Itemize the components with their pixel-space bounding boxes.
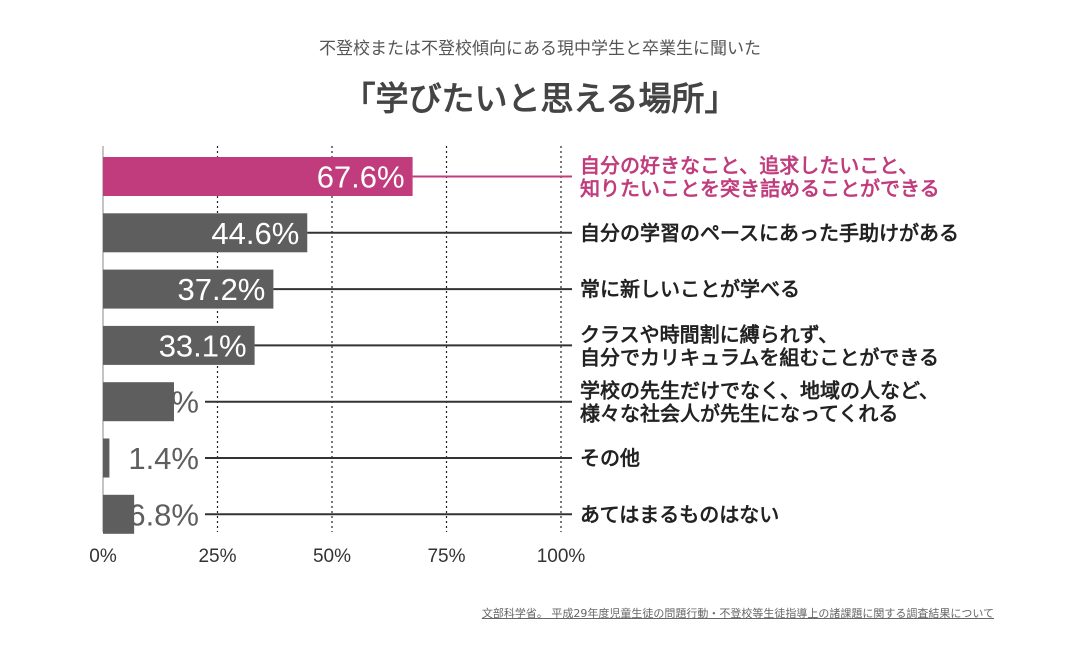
category-label: クラスや時間割に縛られず、自分でカリキュラムを組むことができる [580,322,939,369]
bar-value-label: 37.2% [177,272,265,307]
bar-value-label: 6.8% [128,497,199,532]
bar [103,325,255,365]
bar-value-label: 44.6% [211,216,299,251]
category-label-line: 常に新しいことが学べる [580,277,800,301]
bar [103,213,308,253]
tick-label: 50% [313,546,351,567]
bar-value-label: 15.5% [111,385,199,420]
category-label: 自分の学習のペースにあった手助けがある [580,221,959,245]
category-label-line: 知りたいことを突き詰めることができる [580,177,940,201]
bar-value-label: 67.6% [317,160,405,195]
bar-chart: 0% 25% 50% 75% 100% 67.6% 自分の好きなこと、追求したいこと、知りた… [89,146,959,567]
tick-label: 0% [89,546,117,567]
category-label-line: 自分の学習のペースにあった手助けがある [580,221,959,245]
category-label: その他 [580,446,640,470]
category-label: 自分の好きなこと、追求したいこと、知りたいことを突き詰めることができる [580,154,940,201]
tick-label: 75% [427,546,465,567]
tick-label: 100% [537,546,586,567]
bar [103,157,413,196]
category-label-line: 自分の好きなこと、追求したいこと、 [580,154,918,178]
bar-value-label: 33.1% [159,328,247,363]
category-label-line: 自分でカリキュラムを組むことができる [580,345,939,369]
bar [103,438,110,478]
bar-value-label: 1.4% [128,441,199,476]
tick-label: 25% [198,546,236,567]
bar [103,382,174,422]
category-label-line: 様々な社会人が先生になってくれる [580,402,898,426]
source-note[interactable]: 文部科学省。 平成29年度児童生徒の問題行動・不登校等生徒指導上の諸課題に関する… [481,607,994,620]
category-label: あてはまるものはない [580,502,779,526]
category-label: 常に新しいことが学べる [580,277,800,301]
category-label-line: その他 [580,446,640,470]
chart-subtitle: 不登校または不登校傾向にある現中学生と卒業生に聞いた [319,39,761,59]
category-label-line: 学校の先生だけでなく、地域の人など、 [580,379,939,403]
chart-title: 「学びたいと思える場所」 [342,79,738,118]
category-label-line: あてはまるものはない [580,502,779,526]
bar [103,494,135,534]
bar [103,269,274,309]
category-label-line: クラスや時間割に縛られず、 [580,322,838,346]
category-label: 学校の先生だけでなく、地域の人など、様々な社会人が先生になってくれる [580,379,939,426]
